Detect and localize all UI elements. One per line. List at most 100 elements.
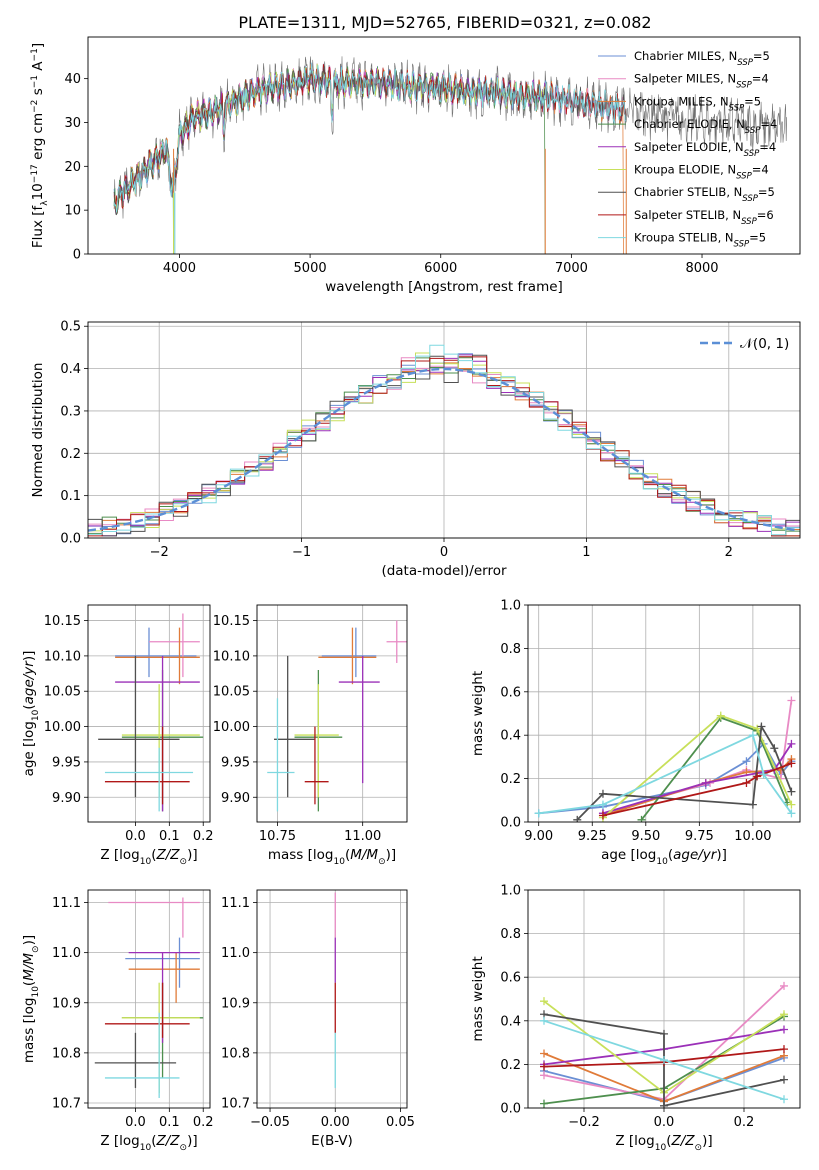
y-label-part: −17: [30, 164, 40, 183]
mass-weight-point: [748, 731, 757, 740]
mass-weight-point: [780, 981, 788, 990]
legend-series-name: Chabrier ELODIE, N: [634, 117, 745, 131]
plot-area-weight_vs_age: [534, 696, 796, 822]
legend-subscript: SSP: [745, 126, 761, 136]
y-axis-label: mass weight: [470, 956, 486, 1041]
x-tick-label: 0.2: [193, 829, 214, 844]
mass-weight-point: [780, 1075, 788, 1084]
y-label-part: 10: [30, 183, 46, 200]
label-part: ⊙: [378, 857, 386, 867]
x-tick-label: −0.05: [250, 1115, 290, 1130]
x-tick-label: 0.00: [321, 1115, 350, 1130]
y-axis-label: age [log10(age/yr)]: [21, 651, 41, 777]
figure-title: PLATE=1311, MJD=52765, FIBERID=0321, z=0…: [238, 13, 651, 32]
label-part: mass [log: [268, 847, 334, 863]
y-tick-label: 0.0: [60, 532, 81, 547]
x-axis-label: (data-model)/error: [381, 563, 507, 579]
legend-entry: Chabrier MILES, NSSP=5: [634, 49, 770, 68]
legend-subscript: SSP: [741, 217, 757, 227]
mass-weight-point: [780, 1010, 788, 1019]
y-tick-label: 30: [64, 116, 81, 131]
legend-entry: Kroupa MILES, NSSP=5: [634, 94, 761, 113]
label-part: ⊙: [180, 857, 188, 867]
mass-weight-point: [637, 815, 646, 822]
y-tick-label: 10.7: [52, 1096, 81, 1111]
legend-entry: Salpeter STELIB, NSSP=6: [634, 208, 774, 227]
label-part: (: [666, 1133, 671, 1149]
y-tick-label: 10.9: [221, 996, 250, 1011]
x-tick-label: 0.1: [159, 829, 180, 844]
y-tick-label: 40: [64, 72, 81, 87]
x-axis-label: E(B-V): [311, 1133, 353, 1149]
label-part: Z [log: [100, 1133, 139, 1149]
y-tick-label: 9.95: [221, 755, 250, 770]
legend-series-name: Kroupa STELIB, N: [634, 231, 734, 245]
legend-count: =5: [758, 185, 775, 199]
mass-weight-point: [742, 757, 751, 766]
y-tick-label: 10.8: [221, 1046, 250, 1061]
mass-weight-point: [540, 1099, 548, 1108]
label-part: (: [21, 704, 37, 709]
y-tick-label: 0.1: [60, 489, 81, 504]
mass-weight-point: [753, 724, 762, 733]
axes-residuals: −2 −1 0 1 2 0.0 0.1 0.2 0.3 0.4 0.5 (data-model)/er…: [30, 320, 801, 579]
y-tick-label: 10: [64, 204, 81, 219]
plot-area-age_vs_mass: [267, 620, 407, 812]
legend-series-name: Salpeter ELODIE, N: [634, 140, 744, 154]
y-tick-label: 0.4: [500, 729, 521, 744]
axes-frame: [87, 604, 211, 823]
y-tick-label: 0.4: [60, 362, 81, 377]
y-label-part: λ: [40, 200, 50, 206]
y-axis-label: mass [log10(M/M⊙)]: [21, 935, 41, 1063]
mass-weight-point: [660, 1056, 668, 1065]
y-tick-label: 10.15: [213, 614, 250, 629]
axes-frame: [256, 604, 408, 823]
y-axis-label: Normed distribution: [30, 363, 46, 498]
legend-series-name: Chabrier STELIB, N: [634, 185, 742, 199]
y-tick-label: 0.2: [500, 1058, 521, 1073]
plot-area-weight_vs_Z: [540, 981, 788, 1108]
label-part: ⊙: [695, 1143, 703, 1153]
x-tick-label: 0.05: [386, 1115, 415, 1130]
mass-weight-point: [787, 696, 796, 705]
y-tick-label: 9.90: [221, 791, 250, 806]
observed-spectrum-line: [113, 56, 787, 219]
legend-count: =5: [744, 94, 761, 108]
mass-weight-point: [787, 809, 796, 818]
x-tick-label: 9.75: [685, 829, 714, 844]
y-tick-label: 10.8: [52, 1046, 81, 1061]
mass-weight-point: [540, 997, 548, 1006]
y-tick-label: 0.8: [500, 927, 521, 942]
legend-subscript: SSP: [736, 81, 752, 91]
axes-frame: [87, 889, 211, 1109]
mass-weight-point: [534, 809, 543, 818]
label-part: Z [log: [100, 847, 139, 863]
y-tick-label: 10.05: [44, 685, 81, 700]
y-tick-label: 20: [64, 160, 81, 175]
legend-count: =4: [760, 117, 777, 131]
legend-count: =4: [759, 140, 776, 154]
label-part: 10: [31, 986, 41, 998]
label-part: Z/Z: [155, 847, 180, 863]
legend-count: =5: [753, 49, 770, 63]
gaussian-curve-line: [88, 367, 798, 532]
axes-frame: [87, 36, 801, 255]
y-label-part: −1: [30, 48, 40, 61]
label-part: 10: [333, 857, 345, 867]
legend-entry: Kroupa STELIB, NSSP=5: [634, 231, 766, 250]
label-part: )]: [21, 651, 37, 662]
mass-weight-point: [787, 759, 796, 768]
label-part: M/M: [350, 847, 378, 863]
legend-entry: Salpeter MILES, NSSP=4: [634, 72, 769, 91]
y-tick-label: 1.0: [500, 884, 521, 899]
y-tick-label: 10.10: [44, 649, 81, 664]
mass-weight-point: [540, 1016, 548, 1025]
y-tick-label: 1.0: [500, 599, 521, 614]
y-tick-label: 0.5: [60, 320, 81, 335]
x-tick-label: 0.0: [654, 1115, 675, 1130]
label-part: M/M: [21, 953, 37, 981]
y-tick-label: 10.00: [213, 720, 250, 735]
x-axis-label: age [log10(age/yr)]: [601, 847, 727, 867]
x-tick-label: 0: [440, 545, 448, 560]
